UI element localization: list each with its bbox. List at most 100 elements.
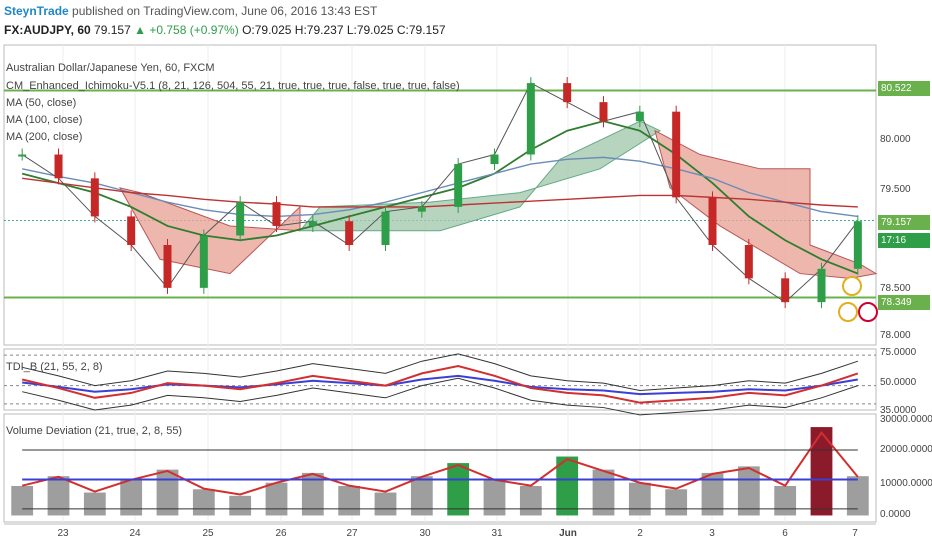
series-line-3 — [21, 82, 859, 303]
volume-bar — [83, 492, 106, 516]
y-tick-label: 78.000 — [880, 330, 911, 341]
candle-body — [454, 164, 463, 207]
candle-body — [563, 83, 572, 103]
y-tick-label: 20000.0000 — [880, 444, 932, 455]
up-arrow-icon: ▲ — [134, 23, 146, 37]
candle-body — [90, 178, 99, 217]
author-link[interactable]: SteynTrade — [4, 4, 69, 18]
series-line-1 — [22, 156, 858, 218]
x-tick-label: 7 — [852, 528, 858, 539]
y-tick-label: 80.000 — [880, 134, 911, 145]
series-line-0 — [21, 120, 859, 275]
volume-bar — [774, 486, 797, 516]
volume-bar — [410, 476, 433, 516]
x-tick-label: 2 — [637, 528, 643, 539]
y-tick-label: 0.0000 — [880, 509, 911, 520]
volume-bar — [447, 463, 470, 516]
x-tick-label: 26 — [275, 528, 287, 539]
x-tick-label: 25 — [202, 528, 214, 539]
tdi-lower-band — [22, 377, 858, 416]
candle-body — [127, 216, 136, 245]
volume-bar — [11, 486, 34, 516]
volume-bar — [519, 486, 542, 516]
candle-body — [490, 154, 499, 165]
candle-body — [744, 245, 753, 279]
event-marker-icon — [838, 302, 858, 322]
candle-body — [308, 221, 317, 226]
candle-body — [54, 154, 63, 179]
candle-body — [236, 202, 245, 236]
publish-header: SteynTrade published on TradingView.com,… — [4, 4, 377, 18]
volume-bar — [701, 472, 724, 516]
y-tick-label: 30000.0000 — [880, 414, 932, 425]
candle-body — [599, 102, 608, 122]
volume-bar — [301, 472, 324, 516]
x-tick-label: 24 — [129, 528, 141, 539]
x-tick-label: 23 — [57, 528, 69, 539]
volume-bar — [120, 479, 143, 516]
candle-body — [199, 235, 208, 288]
volume-bar — [483, 479, 506, 516]
candle-body — [635, 111, 644, 122]
volume-bar — [556, 456, 579, 516]
volume-bar — [47, 476, 70, 516]
volume-bar — [846, 476, 869, 516]
candle-body — [18, 154, 27, 157]
volume-ma-line — [21, 430, 859, 496]
volume-bar — [592, 469, 615, 516]
price-label-current: 79.157 — [878, 215, 930, 230]
event-marker-icon — [858, 302, 878, 322]
event-marker-icon — [842, 276, 862, 296]
x-tick-label: 3 — [709, 528, 715, 539]
volume-bar — [374, 492, 397, 516]
volume-bar — [665, 489, 688, 516]
candle-body — [163, 245, 172, 288]
y-tick-label: 75.0000 — [880, 347, 917, 358]
candle-body — [781, 278, 790, 303]
x-tick-label: 31 — [491, 528, 503, 539]
legend-ma200[interactable]: MA (200, close) — [6, 131, 83, 143]
published-text: published on TradingView.com, June 06, 2… — [72, 4, 378, 18]
y-tick-label: 79.500 — [880, 184, 911, 195]
symbol-name[interactable]: FX:AUDJPY, 60 — [4, 23, 91, 37]
candle-body — [526, 83, 535, 155]
price-label-top: 80.522 — [878, 81, 930, 96]
tdi-legend[interactable]: TDI_B (21, 55, 2, 8) — [6, 361, 103, 373]
candle-body — [417, 206, 426, 212]
volume-bar — [229, 495, 252, 516]
legend-title: Australian Dollar/Japanese Yen, 60, FXCM — [6, 62, 215, 74]
candle-body — [345, 221, 354, 245]
legend-ma100[interactable]: MA (100, close) — [6, 114, 83, 126]
legend-ichimoku[interactable]: CM_Enhanced_Ichimoku-V5.1 (8, 21, 126, 5… — [6, 80, 460, 92]
tdi-upper-band — [22, 353, 858, 391]
last-price: 79.157 — [94, 23, 131, 37]
candle-body — [272, 202, 281, 226]
x-tick-label: Jun — [559, 528, 577, 539]
volume-bar — [628, 482, 651, 516]
x-tick-label: 30 — [419, 528, 431, 539]
volume-bar — [265, 482, 288, 516]
price-label-timer: 17:16 — [878, 233, 930, 248]
y-tick-label: 10000.0000 — [880, 478, 932, 489]
symbol-header: FX:AUDJPY, 60 79.157 ▲ +0.758 (+0.97%) O… — [4, 23, 446, 37]
tdi-rsi-line — [21, 365, 859, 404]
ohlc-values: O:79.025 H:79.237 L:79.025 C:79.157 — [242, 23, 446, 37]
candle-body — [853, 221, 862, 269]
volume-bar — [338, 486, 361, 516]
series-line-2 — [22, 177, 858, 208]
y-tick-label: 78.500 — [880, 283, 911, 294]
volume-bar — [192, 489, 215, 516]
candle-body — [672, 111, 681, 198]
candle-body — [817, 268, 826, 303]
candle-body — [708, 197, 717, 245]
price-change: +0.758 (+0.97%) — [149, 23, 239, 37]
y-tick-label: 50.0000 — [880, 377, 917, 388]
legend-ma50[interactable]: MA (50, close) — [6, 97, 77, 109]
volume-pane — [3, 413, 877, 523]
volume-legend[interactable]: Volume Deviation (21, true, 2, 8, 55) — [6, 425, 183, 437]
y-tick-label: 35.0000 — [880, 405, 917, 416]
price-label-bottom: 78.349 — [878, 295, 930, 310]
volume-bar — [156, 469, 179, 516]
